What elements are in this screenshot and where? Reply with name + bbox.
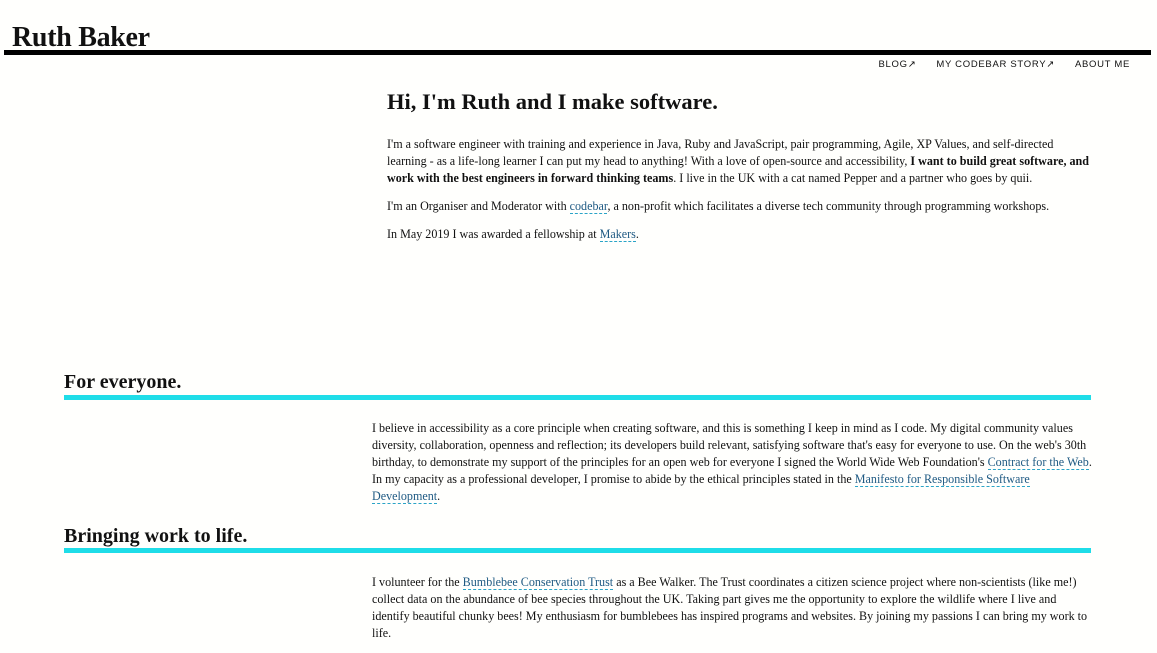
bumblebee-text: I volunteer for the <box>372 575 463 589</box>
codebar-text-end: , a non-profit which facilitates a diver… <box>607 199 1050 213</box>
codebar-paragraph: I'm an Organiser and Moderator with code… <box>387 198 1092 215</box>
bumblebee-paragraph: I volunteer for the Bumblebee Conservati… <box>372 574 1092 642</box>
intro-paragraph: I'm a software engineer with training an… <box>387 136 1092 187</box>
intro-text-end: . I live in the UK with a cat named Pepp… <box>673 171 1033 185</box>
makers-link[interactable]: Makers <box>599 227 636 242</box>
accessibility-text-mid: . In my capacity as a professional devel… <box>372 455 1092 486</box>
intro-text: I'm a software engineer with training an… <box>387 137 1054 168</box>
makers-text-end: . <box>635 227 639 241</box>
header-rule <box>4 50 1151 55</box>
accessibility-text-end: . <box>437 489 441 503</box>
contract-for-the-web-link[interactable]: Contract for the Web <box>987 455 1089 470</box>
intro-heading: Hi, I'm Ruth and I make software. <box>387 89 718 114</box>
nav-about-me-link[interactable]: ABOUT ME <box>1074 59 1130 70</box>
intro-section: Hi, I'm Ruth and I make software. I'm a … <box>387 88 1092 254</box>
makers-paragraph: In May 2019 I was awarded a fellowship a… <box>387 226 1092 243</box>
accessibility-text: I believe in accessibility as a core pri… <box>372 421 1087 469</box>
site-title[interactable]: Ruth Baker <box>12 22 150 53</box>
bumblebee-trust-link[interactable]: Bumblebee Conservation Trust <box>462 575 614 590</box>
section-title-bringing-work: Bringing work to life. <box>64 525 248 547</box>
accessibility-paragraph: I believe in accessibility as a core pri… <box>372 420 1092 505</box>
section-body-everyone: I believe in accessibility as a core pri… <box>372 420 1092 516</box>
makers-text: In May 2019 I was awarded a fellowship a… <box>387 227 600 241</box>
nav-codebar-story-link[interactable]: MY CODEBAR STORY↗ <box>936 59 1055 70</box>
section-rule-bringing-work <box>64 548 1091 553</box>
codebar-link[interactable]: codebar <box>569 199 608 214</box>
section-title-everyone: For everyone. <box>64 371 182 393</box>
section-body-bringing-work: I volunteer for the Bumblebee Conservati… <box>372 574 1092 653</box>
bumblebee-text-end: as a Bee Walker. The Trust coordinates a… <box>372 575 1088 640</box>
codebar-text: I'm an Organiser and Moderator with <box>387 199 570 213</box>
manifesto-link[interactable]: Manifesto for Responsible Software Devel… <box>372 472 1030 504</box>
intro-emphasis: I want to build great software, and work… <box>387 154 1090 185</box>
main-nav: BLOG↗ MY CODEBAR STORY↗ ABOUT ME <box>879 59 1131 70</box>
section-rule-everyone <box>64 395 1091 400</box>
nav-blog-link[interactable]: BLOG↗ <box>878 59 917 70</box>
